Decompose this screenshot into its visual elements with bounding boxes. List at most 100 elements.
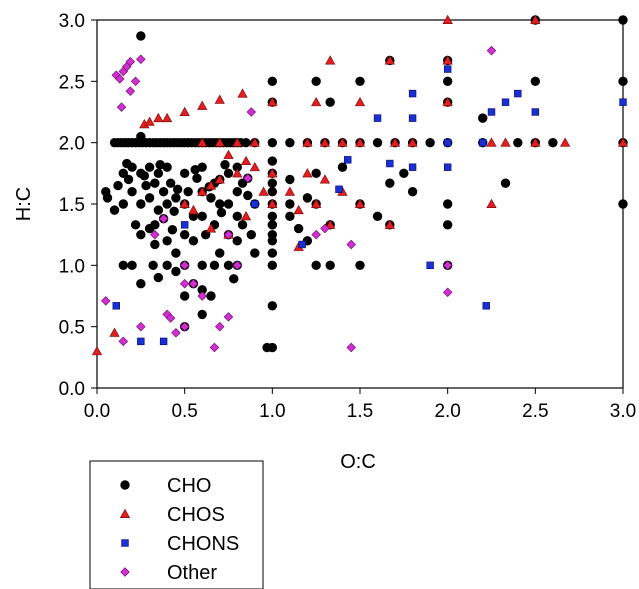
point-chons (443, 65, 452, 73)
legend-label-other: Other (167, 562, 217, 584)
point-chos (179, 106, 190, 116)
point-cho (179, 168, 190, 179)
point-cho (442, 220, 453, 230)
point-cho (267, 248, 278, 258)
point-cho (197, 260, 207, 271)
point-chons (479, 138, 487, 147)
point-cho (355, 260, 365, 271)
point-cho (209, 260, 220, 271)
point-chos (442, 55, 453, 65)
point-chos (144, 116, 155, 126)
point-cho (139, 171, 150, 181)
point-cho (267, 178, 278, 188)
point-cho (153, 168, 164, 179)
point-other (320, 223, 330, 234)
y-tick-label: 0.5 (59, 318, 85, 339)
point-chos (442, 14, 453, 24)
point-cho (325, 260, 335, 271)
point-cho (192, 173, 202, 183)
point-other (130, 76, 141, 87)
point-chos (205, 180, 217, 190)
point-other (101, 296, 111, 306)
point-cho (267, 301, 278, 311)
point-cho (267, 137, 278, 148)
x-tick-label: 3.0 (610, 401, 636, 422)
point-cho (442, 199, 453, 209)
x-tick-label: 1.5 (347, 401, 373, 422)
point-cho (118, 199, 129, 209)
point-cho (285, 199, 295, 209)
point-cho (399, 168, 409, 179)
point-chos (267, 168, 278, 178)
point-cho (109, 205, 120, 215)
point-chos (530, 14, 541, 24)
point-chons (335, 185, 343, 193)
point-chos (354, 137, 366, 147)
point-cho (155, 160, 165, 170)
y-axis-title: H:C (13, 187, 35, 221)
point-cho (425, 137, 435, 148)
point-cho (188, 236, 199, 246)
legend-label-chons: CHONS (167, 533, 239, 555)
point-chons (443, 163, 452, 171)
point-other (116, 102, 127, 112)
point-chons (373, 114, 382, 122)
point-cho (148, 260, 158, 271)
point-other (179, 260, 190, 271)
point-cho (223, 260, 234, 271)
point-chos (319, 174, 331, 184)
point-chons (531, 108, 540, 116)
point-cho (158, 187, 169, 197)
point-cho (302, 193, 313, 203)
point-cho (153, 272, 164, 283)
point-cho (243, 190, 253, 201)
point-chons (137, 337, 145, 346)
point-cho (118, 168, 129, 179)
point-chos (109, 327, 120, 337)
point-other (223, 229, 234, 240)
point-cho (102, 193, 113, 203)
x-tick-label: 0.0 (84, 401, 110, 422)
point-cho (136, 131, 146, 142)
point-chos (293, 204, 304, 215)
point-cho (215, 248, 225, 258)
point-chos (384, 55, 395, 65)
point-other (346, 342, 356, 353)
point-chos (179, 198, 190, 208)
legend-marker-chos (119, 508, 131, 518)
point-chos (384, 219, 395, 229)
point-chos (267, 198, 278, 208)
point-other (179, 321, 190, 332)
point-chons (408, 114, 417, 122)
point-chos (560, 137, 571, 147)
point-chos (240, 211, 252, 221)
point-cho (118, 260, 129, 271)
point-cho (311, 260, 321, 271)
point-cho (311, 76, 321, 87)
point-other (125, 86, 136, 96)
point-cho (267, 187, 278, 197)
point-other (165, 313, 176, 323)
data-points (91, 14, 629, 356)
point-other (246, 107, 257, 117)
point-chos (197, 186, 208, 196)
point-chos (354, 198, 366, 208)
point-chos (486, 198, 497, 208)
point-cho (206, 291, 216, 301)
point-chons (619, 98, 627, 106)
point-other (486, 45, 497, 56)
point-chos (205, 223, 217, 233)
point-cho (162, 260, 172, 271)
point-other (209, 342, 220, 353)
point-chos (214, 94, 225, 104)
point-cho (372, 137, 383, 148)
point-other (442, 260, 453, 271)
point-chos (232, 168, 243, 178)
point-cho (167, 225, 178, 235)
point-cho (179, 291, 190, 301)
point-cho (150, 178, 160, 188)
point-chos (442, 96, 453, 107)
point-other (150, 229, 160, 240)
point-other (136, 54, 146, 64)
